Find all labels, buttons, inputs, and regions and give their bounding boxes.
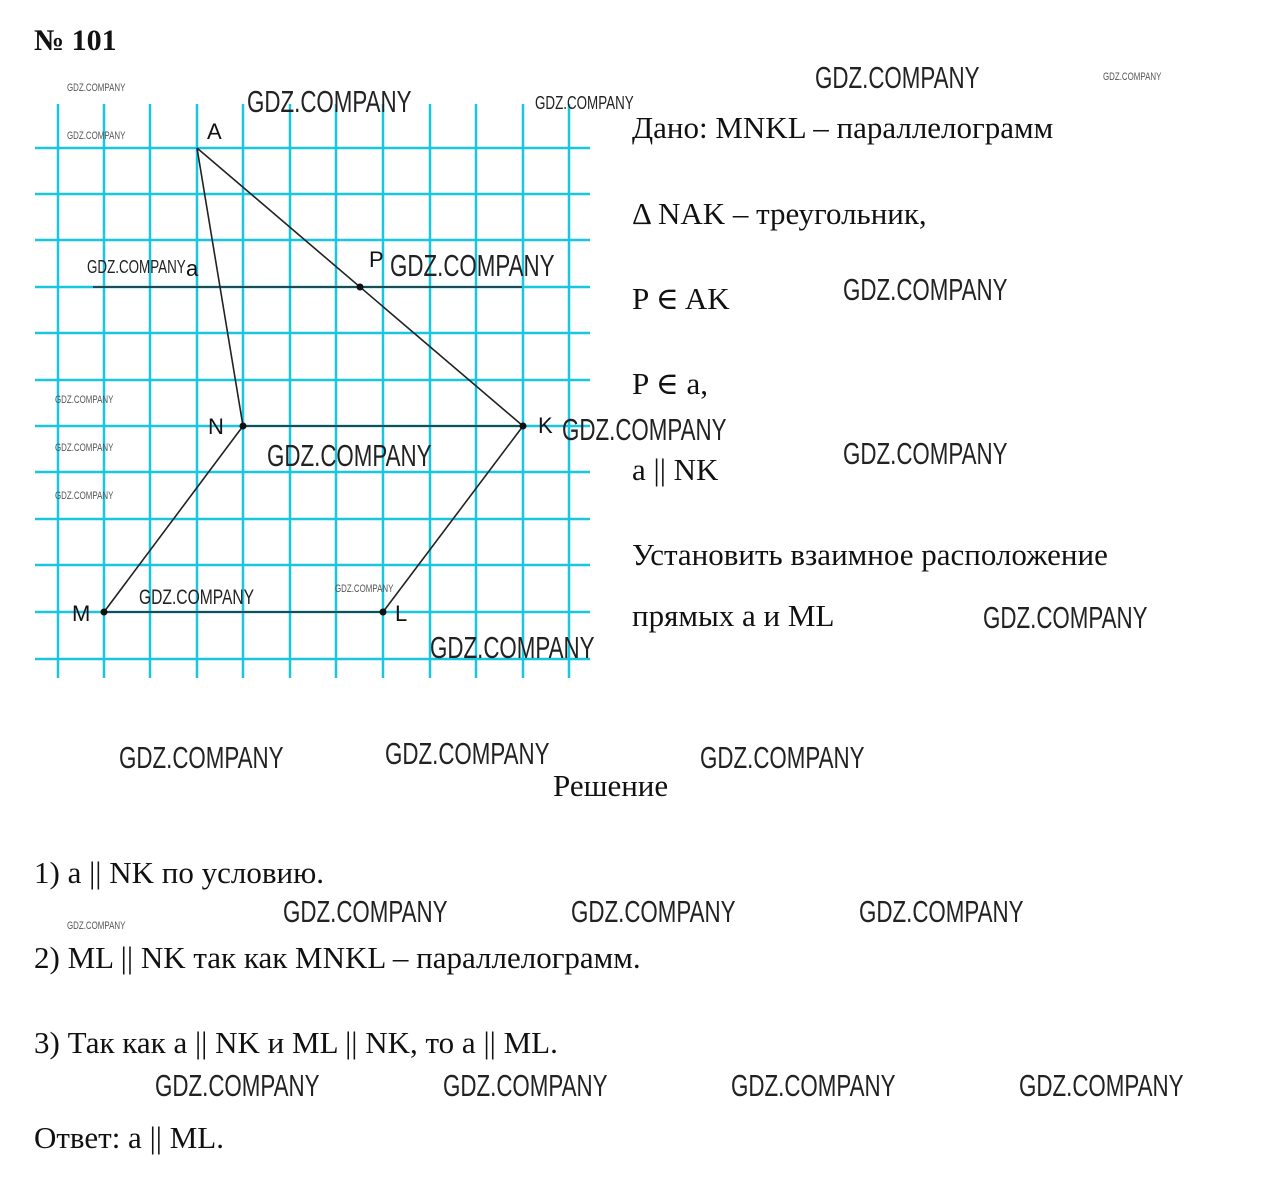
- watermark: GDZ.COMPANY: [1103, 71, 1162, 83]
- watermark: GDZ.COMPANY: [815, 60, 980, 95]
- watermark: GDZ.COMPANY: [155, 1068, 320, 1103]
- watermark: GDZ.COMPANY: [335, 583, 394, 595]
- watermark: GDZ.COMPANY: [267, 438, 432, 473]
- solution-step: 1) a || NK по условию.: [34, 855, 324, 890]
- point-N: [239, 422, 247, 430]
- watermark: GDZ.COMPANY: [700, 740, 865, 775]
- watermark: GDZ.COMPANY: [843, 272, 1008, 307]
- watermark: GDZ.COMPANY: [859, 894, 1024, 929]
- watermark: GDZ.COMPANY: [67, 130, 126, 142]
- watermark: GDZ.COMPANY: [983, 600, 1148, 635]
- watermark: GDZ.COMPANY: [247, 84, 412, 119]
- segment-MN: [103, 425, 244, 613]
- solution-step: 2) ML || NK так как MNKL – параллелограм…: [34, 940, 641, 975]
- watermark: GDZ.COMPANY: [535, 92, 634, 113]
- watermark: GDZ.COMPANY: [283, 894, 448, 929]
- segment-AN: [196, 147, 244, 427]
- label-K: K: [538, 413, 553, 438]
- segment-LK: [382, 425, 524, 613]
- point-K: [519, 422, 527, 430]
- watermark: GDZ.COMPANY: [571, 894, 736, 929]
- watermark: GDZ.COMPANY: [731, 1068, 896, 1103]
- watermark: GDZ.COMPANY: [1019, 1068, 1184, 1103]
- label-a: a: [186, 256, 199, 281]
- watermark: GDZ.COMPANY: [87, 256, 186, 277]
- watermark: GDZ.COMPANY: [55, 442, 114, 454]
- point-L: [379, 608, 387, 616]
- watermark: GDZ.COMPANY: [55, 490, 114, 502]
- watermark: GDZ.COMPANY: [55, 394, 114, 406]
- answer: Ответ: a || ML.: [34, 1120, 224, 1155]
- given-line: Установить взаимное расположение: [632, 537, 1108, 572]
- watermark: GDZ.COMPANY: [390, 248, 555, 283]
- point-P: [356, 283, 364, 291]
- watermark: GDZ.COMPANY: [119, 740, 284, 775]
- label-P: P: [369, 247, 384, 272]
- given-line: Дано: MNKL – параллелограмм: [632, 110, 1054, 145]
- given-line: P ∈ a,: [632, 366, 709, 401]
- solution-step: 3) Так как a || NK и ML || NK, то a || M…: [34, 1025, 558, 1060]
- given-line: P ∈ AK: [632, 281, 730, 316]
- given-line: a || NK: [632, 452, 719, 487]
- point-M: [100, 608, 108, 616]
- given-line: прямых a и ML: [632, 598, 835, 633]
- solution-heading: Решение: [553, 768, 669, 803]
- geometry-diagram: A P a N K M L: [35, 104, 590, 678]
- watermark: GDZ.COMPANY: [430, 630, 595, 665]
- watermark: GDZ.COMPANY: [67, 82, 126, 94]
- label-M: M: [72, 601, 90, 626]
- watermark: GDZ.COMPANY: [385, 736, 550, 771]
- watermark: GDZ.COMPANY: [562, 412, 727, 447]
- given-line: Δ NAK – треугольник,: [632, 196, 927, 231]
- watermark: GDZ.COMPANY: [67, 920, 126, 932]
- label-L: L: [395, 601, 407, 626]
- label-A: A: [207, 119, 222, 144]
- watermark: GDZ.COMPANY: [139, 584, 255, 609]
- watermark: GDZ.COMPANY: [843, 436, 1008, 471]
- watermark: GDZ.COMPANY: [443, 1068, 608, 1103]
- problem-number: № 101: [34, 24, 117, 57]
- label-N: N: [208, 414, 224, 439]
